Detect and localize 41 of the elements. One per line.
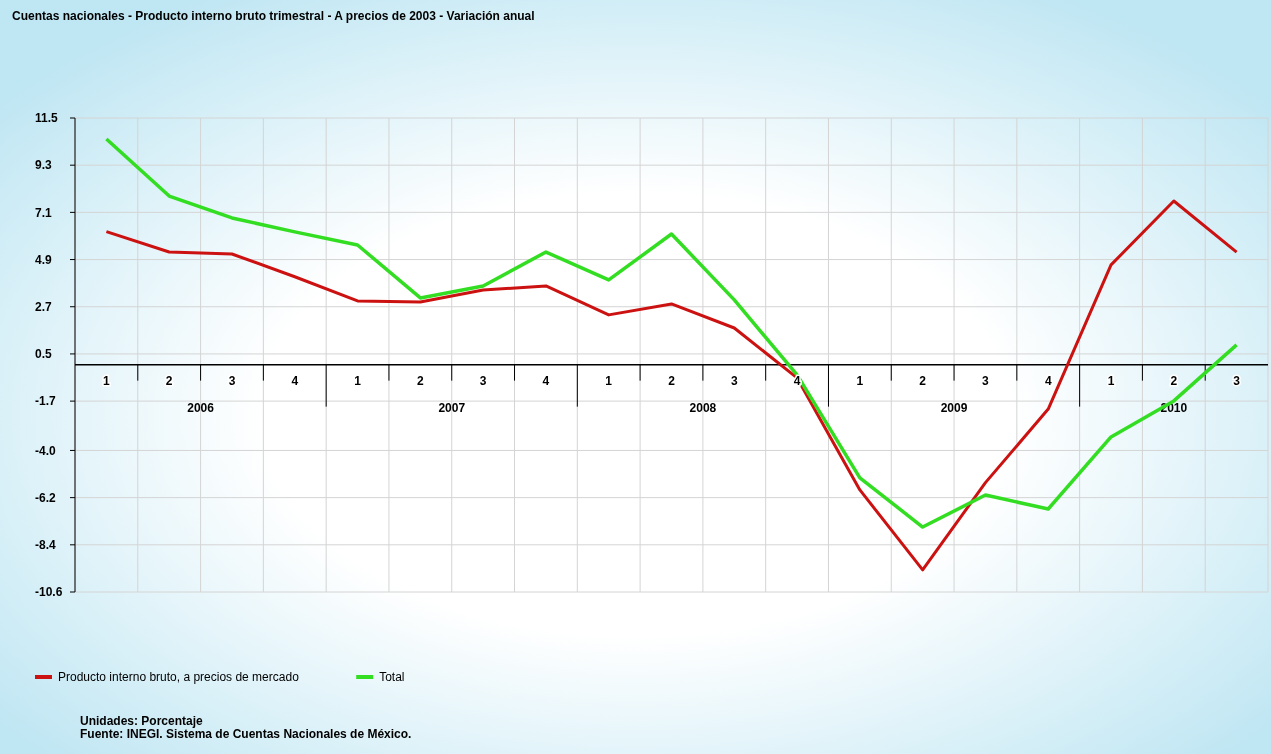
- legend-label: Total: [379, 670, 405, 685]
- x-tick-label: 3: [1233, 373, 1241, 388]
- x-tick-label: 3: [228, 373, 236, 388]
- y-tick-label: -4.0: [35, 443, 56, 458]
- x-tick-label: 4: [291, 373, 299, 388]
- x-tick-label: 3: [479, 373, 487, 388]
- y-tick-label: 9.3: [35, 158, 53, 173]
- x-tick-label: 2: [668, 373, 676, 388]
- x-tick-label: 1: [354, 373, 362, 388]
- y-tick-label: -10.6: [35, 585, 63, 600]
- x-tick-label: 4: [1044, 373, 1052, 388]
- source-note: Fuente: INEGI. Sistema de Cuentas Nacionales de México.: [80, 727, 412, 741]
- line-series: [104, 137, 1239, 529]
- x-tick-label: 2: [919, 373, 927, 388]
- annotation: 2007: [438, 400, 466, 415]
- legend-label: Producto interno bruto, a precios de mercado: [58, 670, 300, 685]
- line-series: [104, 199, 1239, 572]
- chart-title: Cuentas nacionales - Producto interno bruto trimestral - A precios de 2003 - Variación anual: [12, 9, 535, 23]
- y-tick-label: 11.5: [35, 111, 59, 126]
- annotation: 2009: [940, 400, 968, 415]
- y-tick-label: -1.7: [35, 394, 56, 409]
- x-tick-label: 1: [605, 373, 613, 388]
- x-tick-label: 3: [730, 373, 738, 388]
- x-tick-label: 4: [793, 373, 801, 388]
- x-tick-label: 2: [1170, 373, 1178, 388]
- y-tick-label: -8.4: [35, 538, 56, 553]
- y-tick-label: 2.7: [35, 299, 53, 314]
- x-tick-label: 2: [165, 373, 173, 388]
- x-tick-label: 1: [103, 373, 111, 388]
- y-tick-label: 7.1: [35, 205, 53, 220]
- y-tick-label: -6.2: [35, 490, 56, 505]
- x-tick-label: 3: [982, 373, 990, 388]
- y-tick-label: 4.9: [35, 252, 53, 267]
- x-tick-label: 1: [1107, 373, 1115, 388]
- y-tick-label: 0.5: [35, 347, 53, 362]
- x-tick-label: 4: [542, 373, 550, 388]
- x-tick-label: 1: [856, 373, 864, 388]
- annotation: 2008: [689, 400, 717, 415]
- text: Unidades: Porcentaje: [80, 714, 204, 728]
- annotation: 2006: [187, 400, 215, 415]
- x-tick-label: 2: [417, 373, 424, 388]
